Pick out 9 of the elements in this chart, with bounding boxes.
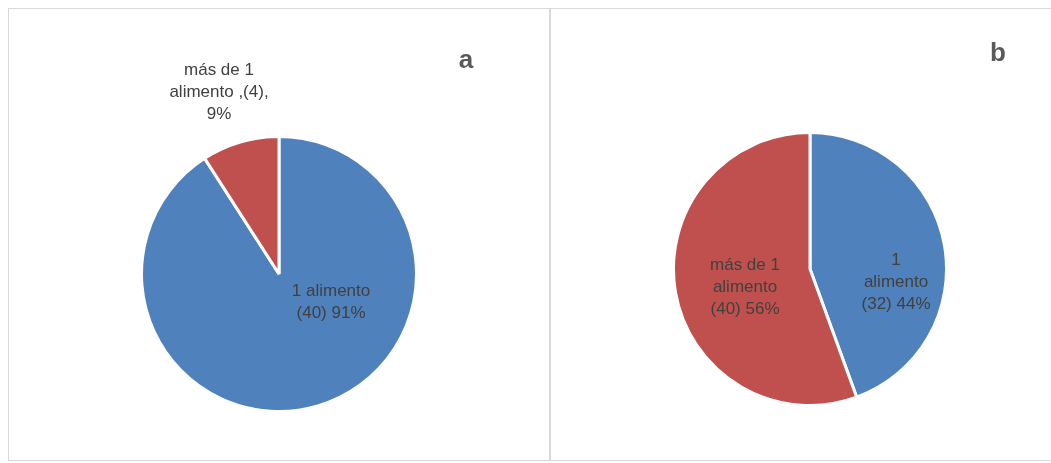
- text: b: [990, 37, 1006, 68]
- slice-label: más de 1 alimento: [710, 254, 780, 296]
- data-label: (40) 56%: [710, 298, 780, 318]
- slice-label: 1 alimento: [863, 249, 929, 291]
- slice-label: 1 alimento: [291, 280, 371, 300]
- chart-title: a: [458, 44, 474, 75]
- data-label: (40) 91%: [296, 302, 366, 322]
- data-label: (32) 44%: [861, 293, 931, 313]
- slice-label: más de 1 alimento ,(4), 9%: [169, 59, 269, 123]
